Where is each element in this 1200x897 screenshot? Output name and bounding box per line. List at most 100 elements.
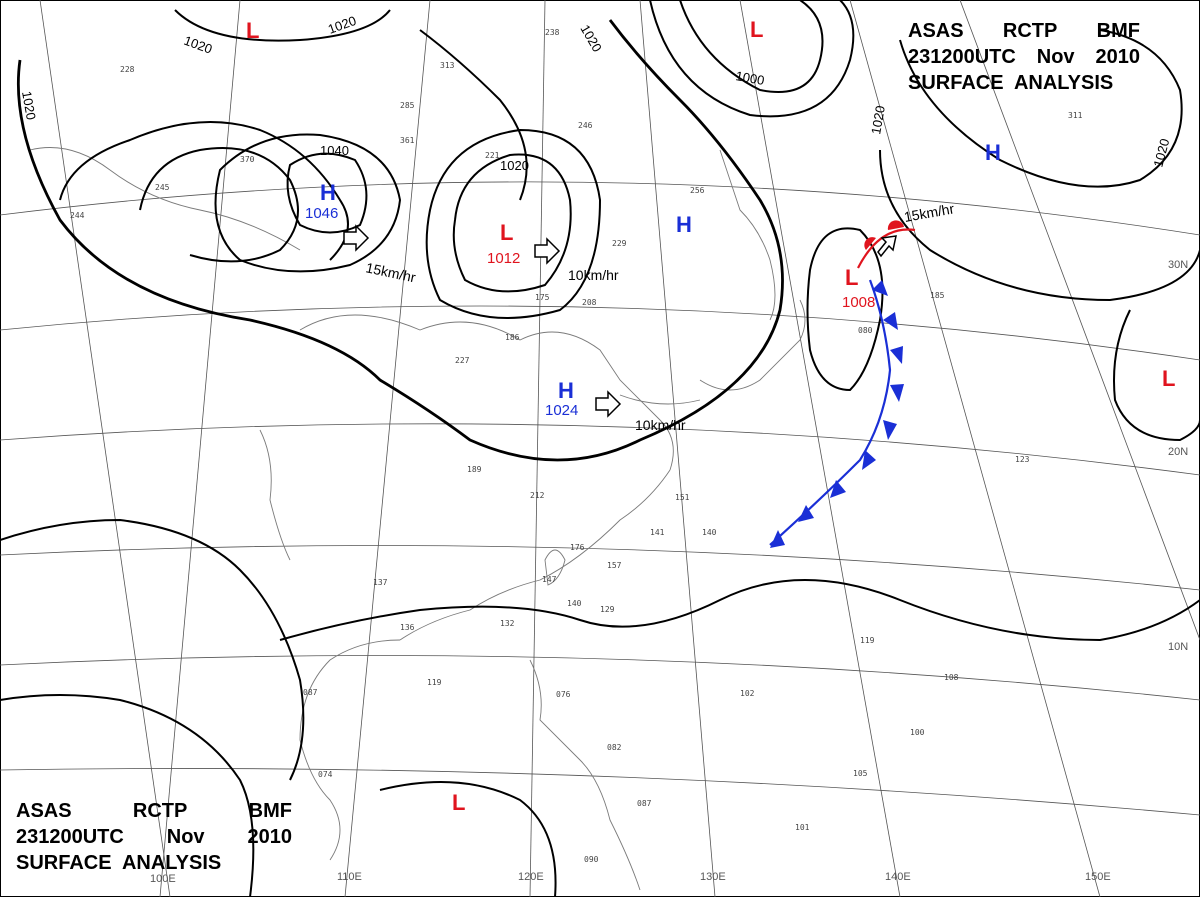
header-bottom-product: ASAS [16, 800, 72, 822]
low-center-marker: L [500, 220, 513, 245]
station-obs: 185 [930, 291, 945, 300]
header-top-month: Nov [1036, 46, 1075, 68]
coast-inland-border [29, 147, 301, 251]
station-obs: 147 [542, 575, 557, 584]
grid-labels: 110E 120E 130E 140E 150E 100E 30N 20N 10… [150, 259, 1188, 885]
station-obs: 140 [702, 528, 717, 537]
station-obs: 245 [155, 183, 170, 192]
header-top-time: 231200UTC [908, 46, 1016, 68]
station-obs: 176 [570, 543, 585, 552]
header-bottom-line1: ASAS RCTP BMF [16, 798, 292, 824]
isobar-label: 1020 [868, 104, 888, 135]
station-obs: 175 [535, 293, 550, 302]
high-center-marker: H [985, 140, 1001, 165]
movement-labels: 15km/hr 10km/hr 10km/hr 15km/hr [364, 200, 955, 433]
latitude-grid [0, 181, 1200, 816]
header-bottom-code: BMF [248, 800, 292, 822]
isobar-1020-east [879, 149, 1200, 302]
header-top-title: SURFACE ANALYSIS [908, 72, 1114, 94]
isobar-1020-main [16, 19, 784, 462]
cold-front-line [769, 279, 892, 546]
high-center-value: 1024 [545, 402, 578, 419]
coast-indochina [299, 639, 401, 861]
cold-front-barb [883, 420, 897, 440]
station-obs: 186 [505, 333, 520, 342]
lat-line-10n [0, 655, 1200, 701]
isobar-south-far [0, 694, 255, 897]
lon-line-150e [849, 0, 1101, 897]
coast-himalaya-river [259, 429, 291, 561]
header-bottom-station: RCTP [132, 800, 188, 822]
station-obs: 123 [1015, 455, 1030, 464]
header-bottom: ASAS RCTP BMF 231200UTC Nov 2010 SURFACE… [16, 798, 292, 876]
station-obs: 244 [70, 211, 85, 220]
movement-speed-label: 10km/hr [568, 267, 619, 283]
isobar-south-low [379, 781, 557, 897]
lat-line-40n [0, 181, 1200, 236]
station-obs: 256 [690, 186, 705, 195]
lon-line-120e [529, 0, 546, 897]
isobar-label: 1040 [320, 143, 349, 158]
isobar-south-west [0, 518, 305, 781]
header-top-product: ASAS [908, 20, 964, 42]
warm-front-semicircle [887, 220, 904, 230]
isobar-1040 [286, 152, 368, 234]
lat-line-20n [0, 423, 1200, 476]
coast-sakhalin [719, 149, 776, 321]
cold-front-barb [890, 384, 904, 402]
station-observations: 228 313 285 361 370 245 244 238 246 221 … [70, 28, 1083, 864]
low-center-marker: L [246, 18, 259, 43]
lon-line-140e [739, 0, 901, 897]
station-obs: 246 [578, 121, 593, 130]
station-obs: 136 [400, 623, 415, 632]
lat-line-15n [0, 545, 1200, 591]
isobar-1000 [679, 0, 824, 93]
station-obs: 208 [582, 298, 597, 307]
isobar-ridge-centre [419, 29, 528, 201]
station-obs: 238 [545, 28, 560, 37]
isobar-mid-h1 [139, 147, 299, 263]
header-top-station: RCTP [1002, 20, 1058, 42]
header-top-code: BMF [1096, 20, 1140, 42]
movement-speed-label: 10km/hr [635, 417, 686, 433]
station-obs: 090 [584, 855, 599, 864]
station-obs: 119 [860, 636, 875, 645]
latitude-label: 10N [1168, 641, 1188, 653]
longitude-label: 100E [150, 873, 176, 885]
low-center-value: 1008 [842, 294, 875, 311]
high-center-marker: H [558, 378, 574, 403]
coast-korea [619, 394, 701, 405]
low-center-marker: L [845, 265, 858, 290]
station-obs: 228 [120, 65, 135, 74]
station-obs: 108 [944, 673, 959, 682]
warm-front-semicircle [864, 237, 876, 250]
latitude-label: 30N [1168, 259, 1188, 271]
low-center-marker: L [452, 790, 465, 815]
station-obs: 221 [485, 151, 500, 160]
header-bottom-month: Nov [166, 826, 205, 848]
header-bottom-title: SURFACE ANALYSIS [16, 852, 222, 874]
low-center-marker: L [1162, 366, 1175, 391]
station-obs: 105 [853, 769, 868, 778]
movement-arrows [343, 224, 897, 418]
high-center-marker: H [676, 212, 692, 237]
station-obs: 132 [500, 619, 515, 628]
station-obs: 137 [373, 578, 388, 587]
coast-china-north [299, 314, 674, 471]
station-obs: 313 [440, 61, 455, 70]
isobar-1030 [214, 133, 402, 273]
isobar-label: 1000 [734, 68, 765, 88]
header-top-line2: 231200UTC Nov 2010 [908, 44, 1140, 70]
station-obs: 370 [240, 155, 255, 164]
lon-line-110e [344, 0, 431, 897]
lon-line-105e [159, 0, 241, 897]
station-obs: 087 [303, 688, 318, 697]
header-bottom-time: 231200UTC [16, 826, 124, 848]
cold-front-barb [830, 480, 846, 498]
cold-front-barb [890, 346, 903, 364]
move-arrow-l1008 [877, 235, 897, 258]
station-obs: 082 [607, 743, 622, 752]
station-obs: 080 [858, 326, 873, 335]
station-obs: 151 [675, 493, 690, 502]
move-arrow-h1024 [595, 390, 622, 418]
